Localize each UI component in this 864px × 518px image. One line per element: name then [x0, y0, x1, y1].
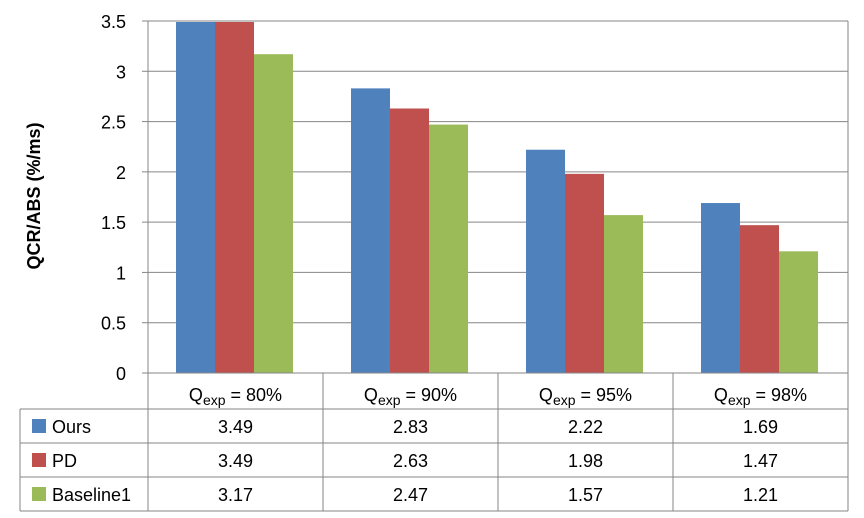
- axes: 0 0.5 1 1.5 2 2.5 3 3.5: [101, 12, 849, 384]
- bar-ours-2: [351, 88, 390, 373]
- x-category-label: Qexp = 95%: [539, 385, 632, 408]
- bar-pd-1: [215, 22, 254, 374]
- y-tick-label: 1.5: [101, 213, 126, 233]
- data-label: 2.83: [393, 417, 428, 437]
- legend-key-ours: [32, 419, 46, 433]
- bar-baseline1-1: [254, 54, 293, 374]
- y-tick-label: 0.5: [101, 314, 126, 334]
- y-tick-label: 2: [116, 163, 126, 183]
- bar-pd-2: [390, 108, 429, 374]
- y-axis-label: QCR/ABS (%/ms): [24, 122, 44, 269]
- data-label: 3.49: [218, 417, 253, 437]
- data-label: 1.57: [568, 485, 603, 505]
- legend-label: Ours: [52, 417, 91, 437]
- y-tick-label: 3: [116, 62, 126, 82]
- bar-baseline1-4: [779, 251, 818, 373]
- y-tick-label: 1: [116, 263, 126, 283]
- data-label: 1.47: [743, 451, 778, 471]
- bar-pd-3: [565, 173, 604, 373]
- legend-label: PD: [52, 451, 77, 471]
- data-label: 1.69: [743, 417, 778, 437]
- legend-key-baseline1: [32, 487, 46, 501]
- data-label: 3.49: [218, 451, 253, 471]
- data-label: 2.63: [393, 451, 428, 471]
- legend-key-pd: [32, 453, 46, 467]
- data-label: 2.47: [393, 485, 428, 505]
- bar-ours-1: [176, 22, 215, 374]
- bar-baseline1-3: [604, 215, 643, 373]
- y-tick-label: 3.5: [101, 12, 126, 32]
- x-category-label: Qexp = 90%: [364, 385, 457, 408]
- bar-ours-3: [526, 149, 565, 373]
- bars: [176, 22, 818, 374]
- data-label: 1.21: [743, 485, 778, 505]
- legend-label: Baseline1: [52, 485, 131, 505]
- bar-baseline1-2: [429, 124, 468, 374]
- data-label: 1.98: [568, 451, 603, 471]
- bar-ours-4: [701, 203, 740, 373]
- data-label: 2.22: [568, 417, 603, 437]
- y-tick-label: 2.5: [101, 113, 126, 133]
- y-tick-label: 0: [116, 364, 126, 384]
- x-category-label: Qexp = 80%: [189, 385, 282, 408]
- bar-pd-4: [740, 225, 779, 373]
- data-table: Qexp = 80% Qexp = 90% Qexp = 95% Qexp = 98%…: [19, 372, 849, 512]
- data-label: 3.17: [218, 485, 253, 505]
- x-category-label: Qexp = 98%: [714, 385, 807, 408]
